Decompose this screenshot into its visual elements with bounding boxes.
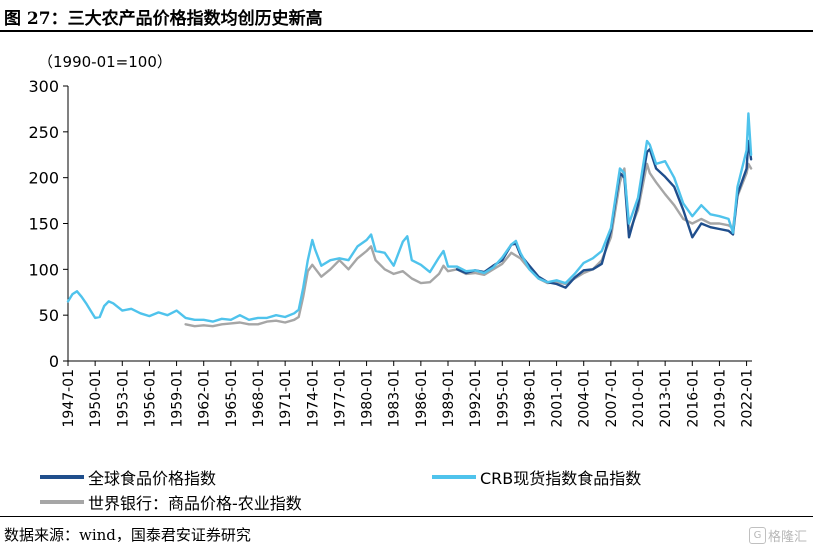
legend-item-crb-food: CRB现货指数食品指数 xyxy=(432,465,641,489)
x-tick-label: 1980-01 xyxy=(360,369,376,428)
y-tick-label: 150 xyxy=(28,215,59,234)
x-tick-label: 1974-01 xyxy=(305,369,321,428)
legend-swatch-global-food xyxy=(40,475,84,479)
x-tick-label: 1989-01 xyxy=(441,369,457,428)
x-tick-label: 1953-01 xyxy=(115,369,131,428)
x-tick-label: 2001-01 xyxy=(550,369,566,428)
x-tick-label: 1965-01 xyxy=(224,369,240,428)
source-divider xyxy=(0,516,813,517)
title-divider xyxy=(0,30,813,32)
x-tick-label: 1983-01 xyxy=(387,369,403,428)
legend-item-global-food: 全球食品价格指数 xyxy=(40,465,216,489)
legend-swatch-crb-food xyxy=(432,475,476,479)
legend-label-crb-food: CRB现货指数食品指数 xyxy=(480,469,642,488)
x-tick-label: 1995-01 xyxy=(495,369,511,428)
legend-item-worldbank-agri: 世界银行：商品价格-农业指数 xyxy=(40,490,302,514)
figure-title: 图 27：三大农产品价格指数均创历史新高 xyxy=(4,9,323,29)
legend-label-global-food: 全球食品价格指数 xyxy=(88,469,217,488)
x-tick-label: 1956-01 xyxy=(142,369,158,428)
legend-swatch-worldbank-agri xyxy=(40,500,84,504)
y-tick-label: 250 xyxy=(28,123,59,142)
y-tick-label: 0 xyxy=(49,352,59,371)
x-tick-label: 1950-01 xyxy=(88,369,104,428)
x-tick-label: 1962-01 xyxy=(197,369,213,428)
x-tick-label: 2013-01 xyxy=(658,369,674,428)
y-axis-label: （1990-01=100） xyxy=(38,53,172,71)
x-tick-label: 1971-01 xyxy=(278,369,294,428)
watermark-text: 格隆汇 xyxy=(767,530,807,545)
x-tick-label: 2022-01 xyxy=(740,369,756,428)
x-tick-label: 1977-01 xyxy=(332,369,348,428)
series-lines xyxy=(66,112,753,328)
x-tick-label: 2004-01 xyxy=(577,369,593,428)
y-tick-label: 300 xyxy=(28,77,59,96)
x-tick-label: 1998-01 xyxy=(522,369,538,428)
y-tick-label: 50 xyxy=(39,306,59,325)
source-note: 数据来源：wind，国泰君安证券研究 xyxy=(4,526,251,544)
x-tick-label: 2010-01 xyxy=(631,369,647,428)
x-tick-label: 1968-01 xyxy=(251,369,267,428)
x-tick-label: 2007-01 xyxy=(604,369,620,428)
series-line-2 xyxy=(184,162,753,328)
x-axis: 1947-01 1950-01 1953-01 1956-01 1959-01 1962-… xyxy=(61,360,756,428)
y-axis: 0 50 100 150 200 250 300 xyxy=(28,77,69,371)
y-tick-label: 200 xyxy=(28,169,59,188)
x-tick-label: 2016-01 xyxy=(685,369,701,428)
x-tick-label: 2019-01 xyxy=(712,369,728,428)
watermark-logo-icon: G xyxy=(748,527,766,544)
y-tick-label: 100 xyxy=(28,260,59,279)
x-tick-label: 1986-01 xyxy=(414,369,430,428)
x-tick-label: 1947-01 xyxy=(61,369,77,428)
legend-label-worldbank-agri: 世界银行：商品价格-农业指数 xyxy=(88,494,302,513)
series-line-1 xyxy=(66,112,753,323)
x-tick-label: 1992-01 xyxy=(468,369,484,428)
x-tick-label: 1959-01 xyxy=(170,369,186,428)
watermark: G 格隆汇 xyxy=(748,526,807,545)
